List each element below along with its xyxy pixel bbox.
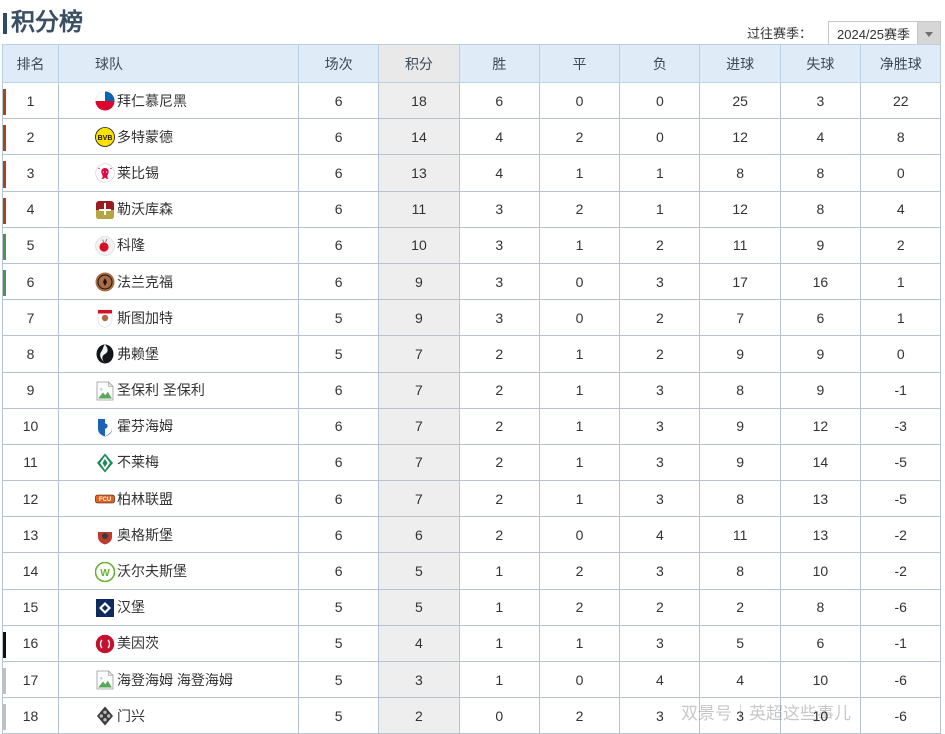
svg-text:FCU: FCU [99, 497, 111, 503]
svg-text:W: W [100, 568, 110, 579]
svg-text:BVB: BVB [98, 135, 113, 142]
